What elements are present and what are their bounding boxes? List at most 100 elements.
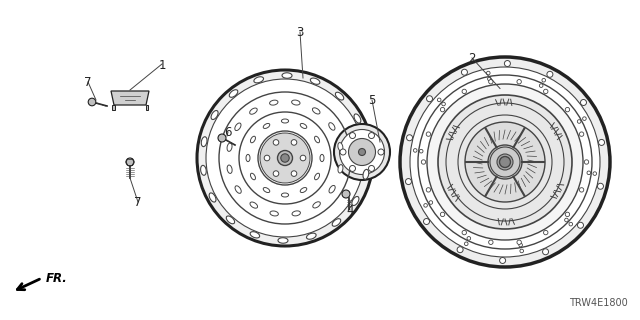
Ellipse shape (320, 154, 324, 162)
Circle shape (88, 98, 96, 106)
Ellipse shape (250, 202, 257, 208)
Circle shape (598, 140, 605, 145)
Ellipse shape (300, 188, 307, 193)
Circle shape (291, 171, 297, 176)
Circle shape (429, 201, 433, 204)
Circle shape (517, 240, 522, 244)
Circle shape (349, 139, 376, 165)
Bar (145, 105, 148, 109)
Circle shape (410, 67, 600, 257)
Ellipse shape (270, 211, 278, 216)
Ellipse shape (282, 119, 289, 123)
Circle shape (264, 155, 270, 161)
Circle shape (426, 96, 433, 102)
Ellipse shape (211, 110, 218, 119)
Ellipse shape (292, 100, 300, 105)
Ellipse shape (263, 124, 270, 128)
Circle shape (489, 80, 493, 84)
Circle shape (426, 188, 431, 192)
Circle shape (519, 243, 522, 247)
Circle shape (580, 100, 586, 106)
Circle shape (197, 70, 373, 246)
Ellipse shape (254, 77, 264, 83)
Circle shape (543, 230, 548, 235)
Circle shape (349, 132, 355, 139)
Circle shape (587, 171, 591, 175)
Circle shape (520, 249, 524, 253)
Text: 4: 4 (346, 204, 354, 217)
Ellipse shape (364, 141, 369, 151)
Circle shape (278, 150, 292, 165)
Circle shape (413, 148, 417, 152)
Ellipse shape (314, 136, 319, 143)
Circle shape (462, 89, 467, 94)
Circle shape (542, 78, 545, 82)
Circle shape (584, 160, 589, 164)
Circle shape (406, 179, 412, 185)
Text: 2: 2 (468, 52, 476, 65)
Ellipse shape (335, 92, 344, 100)
Ellipse shape (332, 219, 340, 226)
Circle shape (486, 71, 490, 75)
Circle shape (342, 190, 350, 198)
Ellipse shape (314, 173, 319, 180)
Circle shape (281, 154, 289, 162)
Ellipse shape (201, 137, 207, 147)
Circle shape (426, 132, 431, 136)
Ellipse shape (250, 108, 257, 114)
Circle shape (577, 222, 584, 228)
Circle shape (427, 84, 583, 240)
Circle shape (273, 140, 279, 145)
Circle shape (400, 57, 610, 267)
Circle shape (598, 183, 604, 189)
Circle shape (467, 236, 470, 240)
Circle shape (424, 204, 428, 207)
Ellipse shape (227, 165, 232, 173)
Ellipse shape (250, 136, 255, 143)
Ellipse shape (310, 78, 320, 84)
Circle shape (440, 108, 445, 112)
Circle shape (565, 108, 570, 112)
Ellipse shape (209, 193, 216, 202)
Circle shape (339, 130, 385, 174)
Circle shape (457, 247, 463, 253)
Circle shape (500, 258, 506, 263)
Text: 1: 1 (158, 59, 166, 71)
Circle shape (300, 155, 306, 161)
Ellipse shape (229, 90, 238, 97)
Ellipse shape (278, 238, 288, 243)
Circle shape (437, 98, 441, 102)
Text: 3: 3 (296, 26, 304, 38)
Circle shape (462, 230, 467, 235)
Text: 7: 7 (84, 76, 92, 89)
Ellipse shape (250, 232, 260, 238)
Circle shape (291, 140, 297, 145)
Circle shape (419, 149, 423, 153)
Circle shape (378, 149, 384, 155)
Text: 5: 5 (368, 93, 376, 107)
Circle shape (582, 117, 586, 120)
Ellipse shape (263, 188, 270, 193)
Circle shape (273, 171, 279, 176)
Circle shape (497, 154, 513, 170)
Circle shape (543, 249, 548, 255)
Circle shape (369, 165, 374, 172)
Circle shape (438, 95, 572, 229)
Circle shape (260, 133, 310, 183)
Circle shape (218, 134, 226, 142)
Circle shape (540, 84, 543, 87)
Circle shape (564, 218, 568, 222)
Circle shape (461, 69, 467, 75)
Circle shape (369, 132, 374, 139)
Ellipse shape (282, 73, 292, 78)
Ellipse shape (329, 123, 335, 130)
Text: TRW4E1800: TRW4E1800 (569, 298, 628, 308)
Circle shape (504, 60, 511, 67)
Circle shape (547, 71, 553, 77)
Ellipse shape (354, 114, 361, 123)
Circle shape (406, 135, 413, 141)
Circle shape (565, 212, 570, 217)
Circle shape (465, 122, 545, 202)
Circle shape (424, 219, 429, 225)
Ellipse shape (338, 143, 343, 151)
